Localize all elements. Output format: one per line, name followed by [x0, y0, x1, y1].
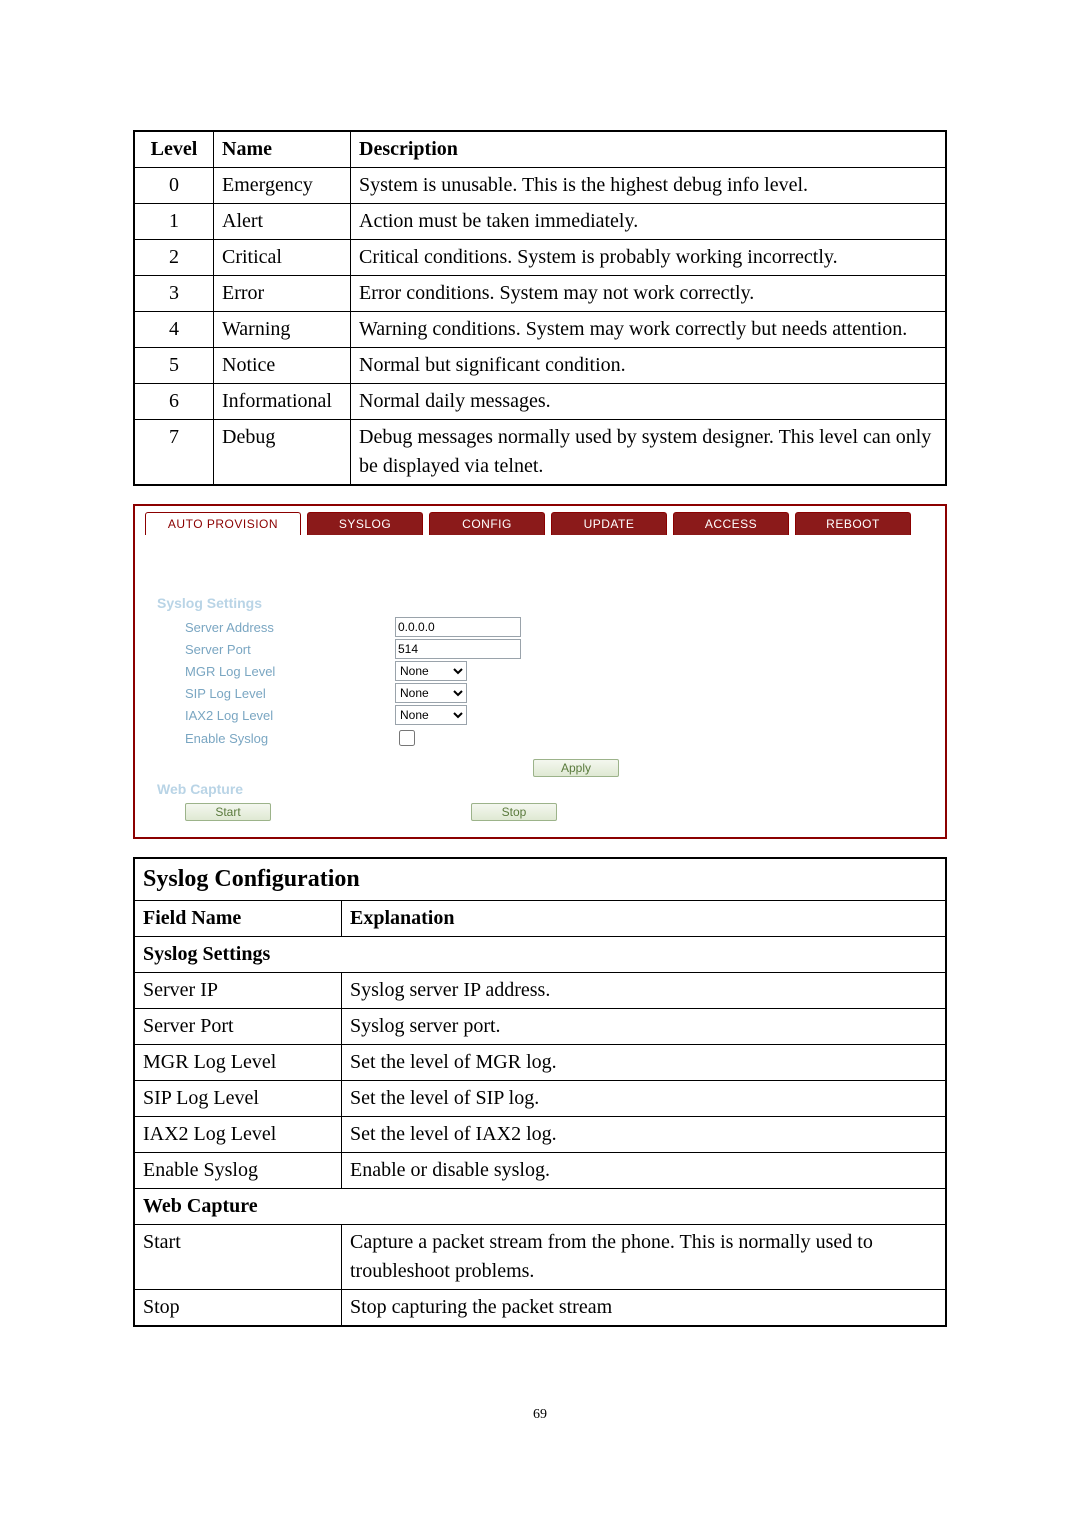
cfg-field: MGR Log Level [134, 1044, 342, 1080]
cell-level: 6 [134, 384, 214, 420]
cell-desc: Normal but significant condition. [351, 348, 947, 384]
table-row: 1 Alert Action must be taken immediately… [134, 204, 946, 240]
label-iax2-log-level: IAX2 Log Level [157, 708, 395, 723]
cell-level: 5 [134, 348, 214, 384]
cfg-field: Enable Syslog [134, 1152, 342, 1188]
cell-desc: System is unusable. This is the highest … [351, 168, 947, 204]
tab-config[interactable]: CONFIG [429, 512, 545, 535]
table-row: Enable SyslogEnable or disable syslog. [134, 1152, 946, 1188]
cfg-field: Start [134, 1224, 342, 1289]
cfg-field: SIP Log Level [134, 1080, 342, 1116]
table-row: IAX2 Log LevelSet the level of IAX2 log. [134, 1116, 946, 1152]
cfg-field: Server IP [134, 972, 342, 1008]
cell-desc: Action must be taken immediately. [351, 204, 947, 240]
cfg-expl: Stop capturing the packet stream [342, 1289, 947, 1326]
syslog-settings-title: Syslog Settings [157, 595, 923, 611]
syslog-config-table: Syslog Configuration Field Name Explanat… [133, 857, 947, 1327]
cell-name: Debug [214, 420, 351, 486]
enable-syslog-checkbox[interactable] [399, 730, 415, 746]
label-enable-syslog: Enable Syslog [157, 731, 395, 746]
cell-name: Emergency [214, 168, 351, 204]
cell-desc: Warning conditions. System may work corr… [351, 312, 947, 348]
cfg-header-expl: Explanation [342, 900, 947, 936]
cell-desc: Error conditions. System may not work co… [351, 276, 947, 312]
cell-name: Error [214, 276, 351, 312]
table-row: 7 Debug Debug messages normally used by … [134, 420, 946, 486]
cfg-expl: Syslog server IP address. [342, 972, 947, 1008]
cfg-field: IAX2 Log Level [134, 1116, 342, 1152]
log-level-table: Level Name Description 0 Emergency Syste… [133, 130, 947, 486]
label-mgr-log-level: MGR Log Level [157, 664, 395, 679]
cfg-expl: Set the level of MGR log. [342, 1044, 947, 1080]
cfg-expl: Set the level of IAX2 log. [342, 1116, 947, 1152]
table-row: Server IPSyslog server IP address. [134, 972, 946, 1008]
table-row: StopStop capturing the packet stream [134, 1289, 946, 1326]
apply-button[interactable]: Apply [533, 759, 619, 777]
label-server-port: Server Port [157, 642, 395, 657]
cell-desc: Debug messages normally used by system d… [351, 420, 947, 486]
cell-desc: Critical conditions. System is probably … [351, 240, 947, 276]
server-address-input[interactable] [395, 617, 521, 637]
cell-name: Alert [214, 204, 351, 240]
cell-level: 0 [134, 168, 214, 204]
start-button[interactable]: Start [185, 803, 271, 821]
table-row: StartCapture a packet stream from the ph… [134, 1224, 946, 1289]
table-row: 6 Informational Normal daily messages. [134, 384, 946, 420]
table-row: MGR Log LevelSet the level of MGR log. [134, 1044, 946, 1080]
header-desc: Description [351, 131, 947, 168]
cell-name: Critical [214, 240, 351, 276]
cfg-expl: Syslog server port. [342, 1008, 947, 1044]
tab-update[interactable]: UPDATE [551, 512, 667, 535]
cell-name: Informational [214, 384, 351, 420]
cell-level: 4 [134, 312, 214, 348]
cfg-expl: Capture a packet stream from the phone. … [342, 1224, 947, 1289]
header-level: Level [134, 131, 214, 168]
tab-auto-provision[interactable]: AUTO PROVISION [145, 512, 301, 535]
sip-log-level-select[interactable]: None [395, 683, 467, 703]
table-row: 2 Critical Critical conditions. System i… [134, 240, 946, 276]
syslog-panel: AUTO PROVISION SYSLOG CONFIG UPDATE ACCE… [133, 504, 947, 839]
server-port-input[interactable] [395, 639, 521, 659]
label-server-address: Server Address [157, 620, 395, 635]
cfg-header-field: Field Name [134, 900, 342, 936]
cell-name: Notice [214, 348, 351, 384]
table-row: 5 Notice Normal but significant conditio… [134, 348, 946, 384]
table-row: 0 Emergency System is unusable. This is … [134, 168, 946, 204]
table-row: 4 Warning Warning conditions. System may… [134, 312, 946, 348]
table-row: Server PortSyslog server port. [134, 1008, 946, 1044]
label-sip-log-level: SIP Log Level [157, 686, 395, 701]
tab-syslog[interactable]: SYSLOG [307, 512, 423, 535]
cfg-section-syslog: Syslog Settings [134, 936, 946, 972]
table-row: SIP Log LevelSet the level of SIP log. [134, 1080, 946, 1116]
cell-level: 7 [134, 420, 214, 486]
cell-level: 1 [134, 204, 214, 240]
web-capture-title: Web Capture [157, 781, 923, 797]
mgr-log-level-select[interactable]: None [395, 661, 467, 681]
cfg-field: Server Port [134, 1008, 342, 1044]
tab-bar: AUTO PROVISION SYSLOG CONFIG UPDATE ACCE… [135, 506, 945, 535]
cfg-expl: Enable or disable syslog. [342, 1152, 947, 1188]
cell-level: 2 [134, 240, 214, 276]
header-name: Name [214, 131, 351, 168]
stop-button[interactable]: Stop [471, 803, 557, 821]
tab-reboot[interactable]: REBOOT [795, 512, 911, 535]
table-row: 3 Error Error conditions. System may not… [134, 276, 946, 312]
tab-access[interactable]: ACCESS [673, 512, 789, 535]
cfg-title: Syslog Configuration [134, 858, 946, 900]
cell-desc: Normal daily messages. [351, 384, 947, 420]
cell-name: Warning [214, 312, 351, 348]
cfg-field: Stop [134, 1289, 342, 1326]
cfg-section-webcapture: Web Capture [134, 1188, 946, 1224]
page-number: 69 [133, 1407, 947, 1423]
cell-level: 3 [134, 276, 214, 312]
cfg-expl: Set the level of SIP log. [342, 1080, 947, 1116]
iax2-log-level-select[interactable]: None [395, 705, 467, 725]
